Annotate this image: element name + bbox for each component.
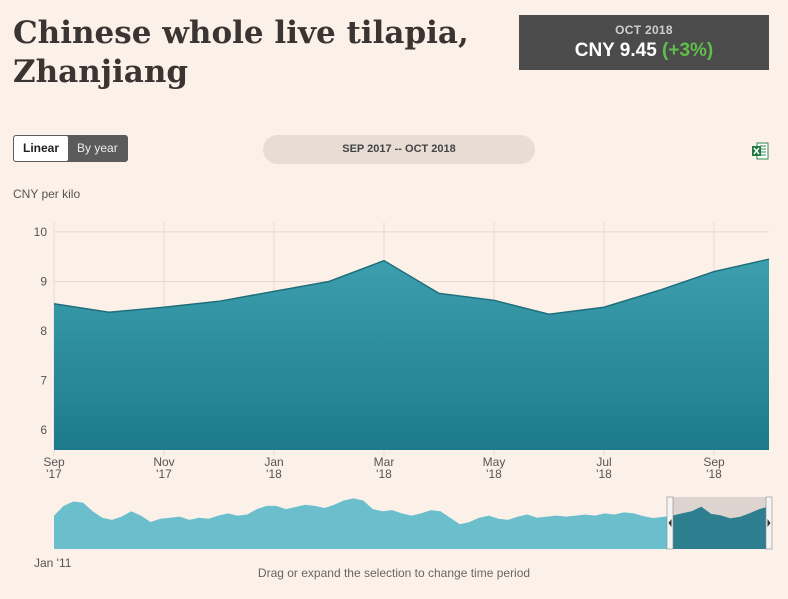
navigator-hint: Drag or expand the selection to change t… [257,566,531,580]
x-tick-year: '17 [156,467,172,481]
y-tick-label: 7 [40,374,47,388]
scale-toggle: Linear By year [13,135,128,162]
x-tick-label: Nov [153,455,174,469]
x-tick-label: Mar [374,455,395,469]
x-tick-year: '18 [376,467,392,481]
excel-icon[interactable] [751,142,769,160]
page-title: Chinese whole live tilapia, Zhanjiang [13,15,469,90]
latest-price-value: CNY 9.45 [574,40,657,61]
chevron-right-icon [767,519,771,527]
chevron-left-icon [668,519,672,527]
y-axis-label: CNY per kilo [13,187,81,201]
navigator-selected-area [670,506,769,549]
latest-period: OCT 2018 [615,23,673,37]
x-tick-year: '17 [46,467,62,481]
latest-price-change: (+3%) [662,40,714,61]
x-tick-label: Sep [43,455,65,469]
x-tick-year: '18 [706,467,722,481]
date-range-selector[interactable]: SEP 2017 -- OCT 2018 [263,135,535,164]
by-year-button[interactable]: By year [77,141,118,155]
x-tick-label: Sep [703,455,725,469]
x-tick-label: Jan [264,455,283,469]
latest-price-box: OCT 2018 CNY 9.45 (+3%) [519,15,769,70]
x-tick-year: '18 [596,467,612,481]
y-tick-label: 6 [40,423,47,437]
y-tick-label: 9 [40,274,47,288]
x-tick-year: '18 [266,467,282,481]
y-tick-label: 10 [34,225,48,239]
x-tick-label: May [483,455,506,469]
price-line [53,258,770,315]
y-tick-label: 8 [40,324,47,338]
latest-price: CNY 9.45 (+3%) [519,40,769,62]
x-tick-year: '18 [486,467,502,481]
price-area [54,259,769,450]
navigator-start-label: Jan '11 [34,556,72,570]
linear-button[interactable]: Linear [14,136,69,161]
navigator-area [54,498,769,549]
x-tick-label: Jul [596,455,611,469]
